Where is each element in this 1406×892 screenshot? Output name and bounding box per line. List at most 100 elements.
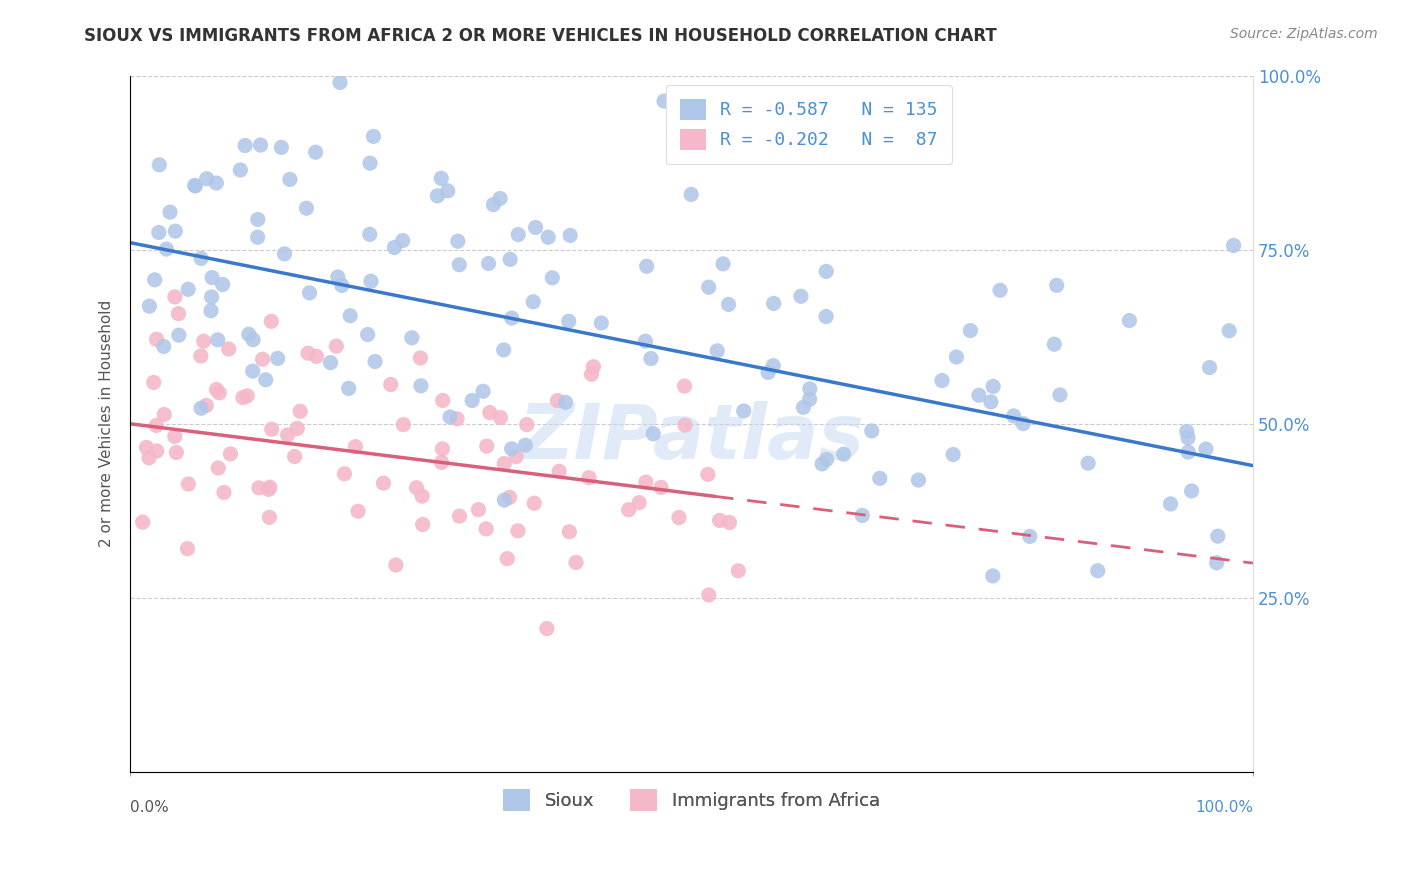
Point (242, 364, 264, 378)
Point (494, 457, 516, 471)
Point (195, 399, 218, 413)
Point (478, 406, 501, 420)
Point (499, 252, 522, 267)
Point (449, 509, 471, 524)
Point (1046, 278, 1069, 293)
Point (1177, 431, 1199, 445)
Point (411, 489, 433, 503)
Point (135, 441, 157, 455)
Point (942, 448, 965, 462)
Point (167, 307, 190, 321)
Point (278, 172, 301, 186)
Point (159, 205, 181, 219)
Point (146, 444, 169, 458)
Point (472, 384, 495, 399)
Point (799, 382, 821, 396)
Point (581, 368, 603, 382)
Point (385, 558, 408, 572)
Point (617, 502, 640, 516)
Point (384, 240, 406, 254)
Point (184, 178, 207, 193)
Point (238, 327, 260, 342)
Point (405, 481, 427, 495)
Point (582, 359, 605, 374)
Point (259, 510, 281, 524)
Point (430, 455, 453, 469)
Point (709, 513, 731, 527)
Point (851, 508, 873, 523)
Point (177, 282, 200, 296)
Point (409, 379, 432, 393)
Point (430, 171, 453, 186)
Point (184, 178, 207, 193)
Point (152, 339, 174, 353)
Point (200, 303, 222, 318)
Point (247, 481, 270, 495)
Point (945, 350, 967, 364)
Point (650, 480, 672, 494)
Point (167, 328, 190, 343)
Point (1018, 529, 1040, 543)
Point (333, 467, 356, 481)
Point (284, 450, 307, 464)
Point (439, 409, 461, 424)
Point (478, 256, 501, 270)
Point (143, 273, 166, 287)
Point (145, 418, 167, 433)
Point (668, 510, 690, 524)
Point (541, 270, 564, 285)
Point (233, 138, 256, 153)
Point (578, 471, 600, 485)
Point (505, 450, 527, 464)
Point (432, 442, 454, 456)
Point (832, 447, 855, 461)
Point (190, 349, 212, 363)
Text: 100.0%: 100.0% (1195, 800, 1253, 815)
Point (165, 224, 187, 238)
Point (673, 379, 696, 393)
Point (640, 351, 662, 366)
Point (305, 350, 328, 364)
Point (815, 310, 838, 324)
Point (1180, 483, 1202, 498)
Point (1198, 360, 1220, 375)
Point (249, 138, 271, 153)
Point (195, 171, 218, 186)
Point (536, 622, 558, 636)
Point (304, 145, 326, 160)
Point (401, 331, 423, 345)
Point (273, 247, 295, 261)
Point (718, 516, 741, 530)
Point (516, 417, 538, 432)
Point (697, 280, 720, 294)
Point (727, 564, 749, 578)
Point (218, 342, 240, 356)
Point (242, 333, 264, 347)
Point (165, 445, 187, 459)
Point (565, 555, 588, 569)
Point (1160, 497, 1182, 511)
Point (229, 163, 252, 178)
Point (489, 410, 512, 425)
Point (373, 476, 395, 491)
Point (522, 294, 544, 309)
Point (246, 212, 269, 227)
Point (501, 311, 523, 326)
Point (205, 176, 228, 190)
Point (634, 475, 657, 489)
Point (246, 230, 269, 244)
Point (347, 504, 370, 518)
Point (163, 429, 186, 443)
Point (232, 391, 254, 405)
Point (360, 274, 382, 288)
Point (436, 184, 458, 198)
Text: Source: ZipAtlas.com: Source: ZipAtlas.com (1230, 27, 1378, 41)
Point (696, 467, 718, 482)
Point (548, 464, 571, 478)
Point (560, 228, 582, 243)
Point (260, 422, 283, 436)
Point (285, 421, 308, 435)
Point (297, 346, 319, 360)
Point (558, 524, 581, 539)
Point (959, 324, 981, 338)
